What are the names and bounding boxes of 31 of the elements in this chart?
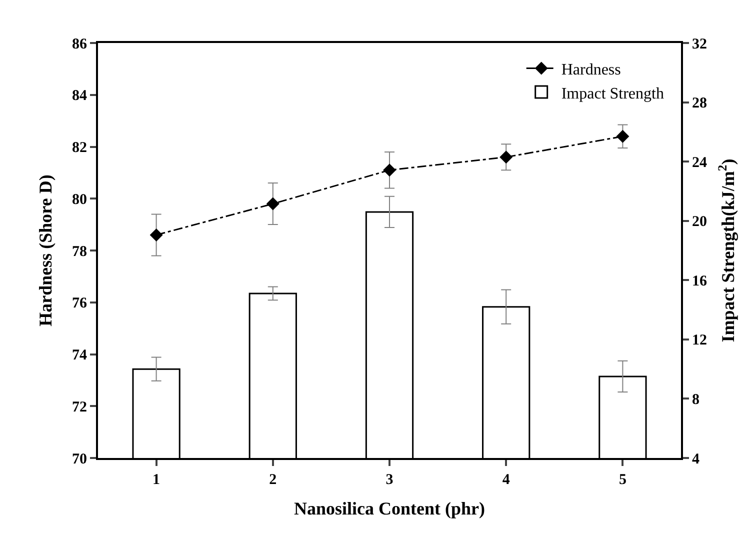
y-tick-label: 78 [72,244,87,260]
y2-tick-label: 4 [692,451,700,468]
point [500,150,513,164]
y-tick-label: 86 [72,36,88,52]
y2-tick-label: 32 [692,36,707,52]
x-tick-label: 4 [502,472,510,488]
legend-label: Impact Strength [561,85,664,102]
x-tick-label: 3 [386,472,394,488]
point [383,164,396,177]
x-tick-label: 5 [618,472,626,488]
y-tick-label: 84 [72,88,88,104]
y-tick-label: 82 [72,140,87,156]
y2-tick-label: 8 [692,392,700,408]
y2-tick-label: 28 [692,96,707,112]
y-tick-label: 70 [72,451,87,468]
y-axis-title: Hardness (Shore D) [36,174,56,326]
y2-tick-label: 24 [692,154,708,171]
y2-tick-label: 20 [692,214,707,230]
point [266,197,280,210]
y-tick-label: 74 [72,348,88,364]
point [616,130,630,143]
y-tick-label: 72 [72,399,87,416]
y-tick-label: 76 [72,296,88,312]
y-tick-label: 80 [72,192,87,208]
point [150,228,163,242]
x-tick-label: 1 [152,472,160,488]
x-axis-title: Nanosilica Content (phr) [294,498,486,519]
y2-tick-label: 16 [692,273,708,290]
x-tick-label: 2 [269,472,277,488]
legend-label: Hardness [561,61,621,78]
y2-tick-label: 12 [692,332,707,349]
